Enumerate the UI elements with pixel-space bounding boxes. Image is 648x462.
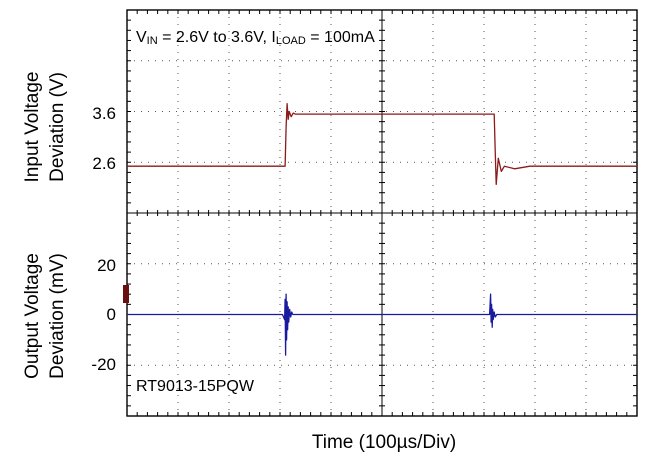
x-axis-title: Time (100µs/Div): [312, 432, 456, 453]
traces: [127, 103, 637, 356]
chart-title: VIN = 2.6V to 3.6V, ILOAD = 100mA: [136, 29, 375, 47]
ytick-label: 0: [107, 305, 116, 324]
output-ylabel-line2: Deviation (mV): [47, 253, 68, 379]
part-number-annotation: RT9013-15PQW: [136, 378, 255, 395]
input-ylabel-line1: Input Voltage: [22, 72, 43, 183]
ytick-label: -20: [91, 355, 116, 374]
input-trace: [127, 103, 637, 186]
output-trace: [127, 293, 637, 356]
ytick-label: 2.6: [92, 154, 116, 173]
input-ylabel-line2: Deviation (V): [47, 72, 68, 182]
channel-marker: [123, 285, 129, 303]
output-ylabel-line1: Output Voltage: [22, 253, 43, 379]
ytick-label: 20: [97, 256, 116, 275]
ytick-label: 3.6: [92, 104, 116, 123]
